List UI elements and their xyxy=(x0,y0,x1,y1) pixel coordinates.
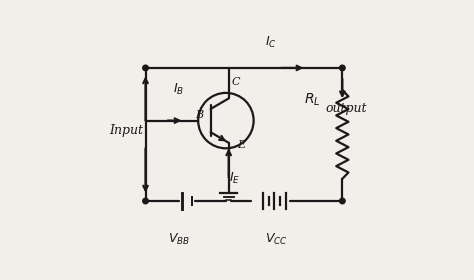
Circle shape xyxy=(143,198,148,204)
Circle shape xyxy=(339,65,345,71)
Text: $\mathit{I_B}$: $\mathit{I_B}$ xyxy=(173,82,184,97)
Text: output: output xyxy=(326,102,367,115)
Text: B: B xyxy=(195,110,203,120)
Text: $V_{BB}$: $V_{BB}$ xyxy=(168,232,190,247)
Text: $\mathit{I_C}$: $\mathit{I_C}$ xyxy=(264,35,276,50)
Text: $\mathit{I_E}$: $\mathit{I_E}$ xyxy=(228,171,240,186)
Text: $R_L$: $R_L$ xyxy=(303,92,320,108)
Text: Input: Input xyxy=(109,124,144,137)
Text: C: C xyxy=(231,76,240,87)
Circle shape xyxy=(143,65,148,71)
Circle shape xyxy=(339,198,345,204)
Text: $V_{CC}$: $V_{CC}$ xyxy=(264,232,287,247)
Text: E: E xyxy=(237,140,245,150)
